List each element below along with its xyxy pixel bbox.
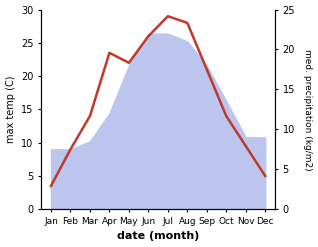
Y-axis label: max temp (C): max temp (C) — [5, 76, 16, 143]
X-axis label: date (month): date (month) — [117, 231, 199, 242]
Y-axis label: med. precipitation (kg/m2): med. precipitation (kg/m2) — [303, 49, 313, 170]
